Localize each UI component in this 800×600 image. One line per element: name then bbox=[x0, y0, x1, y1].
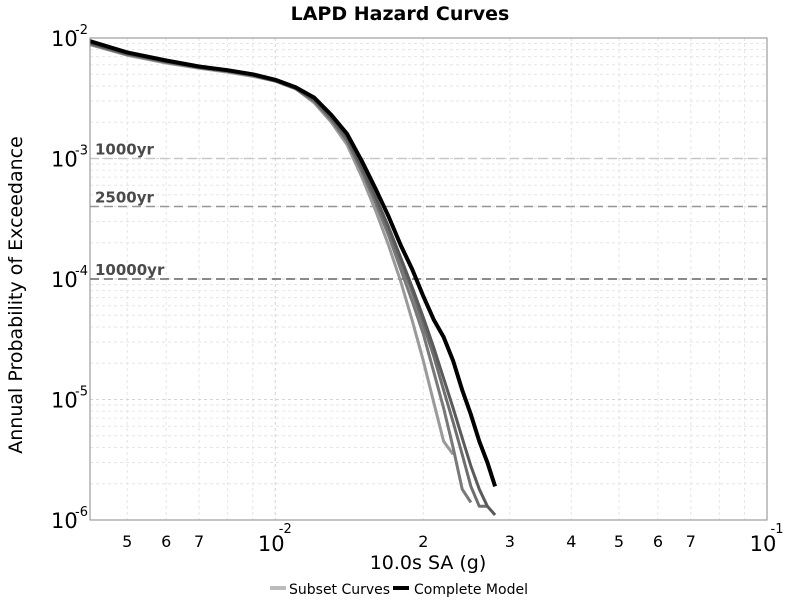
x-tick-label: 6 bbox=[161, 532, 171, 551]
y-major-tick-exponent: -2 bbox=[75, 23, 88, 38]
y-major-tick-exponent: -3 bbox=[75, 144, 88, 159]
y-major-tick-label: 10 bbox=[51, 27, 78, 51]
x-tick-label: 3 bbox=[505, 532, 515, 551]
x-major-tick-label: 10 bbox=[258, 532, 285, 556]
y-major-tick-label: 10 bbox=[51, 268, 78, 292]
y-major-tick-exponent: -5 bbox=[75, 385, 88, 400]
legend-label-complete: Complete Model bbox=[414, 582, 528, 598]
x-tick-label: 5 bbox=[614, 532, 624, 551]
reference-label-10000yr: 10000yr bbox=[95, 261, 165, 279]
y-major-tick-label: 10 bbox=[51, 389, 78, 413]
reference-label-2500yr: 2500yr bbox=[95, 188, 155, 206]
legend-label-subset: Subset Curves bbox=[289, 582, 390, 598]
x-tick-label: 2 bbox=[418, 532, 428, 551]
x-major-tick-label: 10 bbox=[750, 532, 777, 556]
plot-frame bbox=[89, 37, 768, 521]
y-major-tick-exponent: -4 bbox=[75, 264, 88, 279]
x-tick-label: 7 bbox=[194, 532, 204, 551]
chart-title: LAPD Hazard Curves bbox=[291, 3, 510, 25]
y-major-tick-label: 10 bbox=[51, 509, 78, 533]
x-tick-label: 5 bbox=[122, 532, 132, 551]
x-tick-label: 4 bbox=[566, 532, 576, 551]
complete-model-line bbox=[89, 39, 498, 488]
tick-labels: 5 6 7 2 3 4 5 6 710-210-110-210-310-410-510-6 bbox=[51, 23, 783, 556]
x-major-tick-exponent: -2 bbox=[279, 522, 292, 537]
y-major-tick-exponent: -6 bbox=[75, 505, 88, 520]
y-axis-label: Annual Probability of Exceedance bbox=[5, 136, 27, 454]
x-tick-label: 7 bbox=[686, 532, 696, 551]
legend: Subset Curves Complete Model bbox=[270, 582, 528, 598]
series-group bbox=[89, 39, 498, 516]
reference-lines: 1000yr 2500yr 10000yr bbox=[90, 141, 767, 280]
x-major-tick-exponent: -1 bbox=[771, 522, 784, 537]
x-axis-label: 10.0s SA (g) bbox=[370, 552, 487, 574]
x-tick-label: 6 bbox=[653, 532, 663, 551]
y-major-tick-label: 10 bbox=[51, 148, 78, 172]
reference-label-1000yr: 1000yr bbox=[95, 141, 155, 159]
